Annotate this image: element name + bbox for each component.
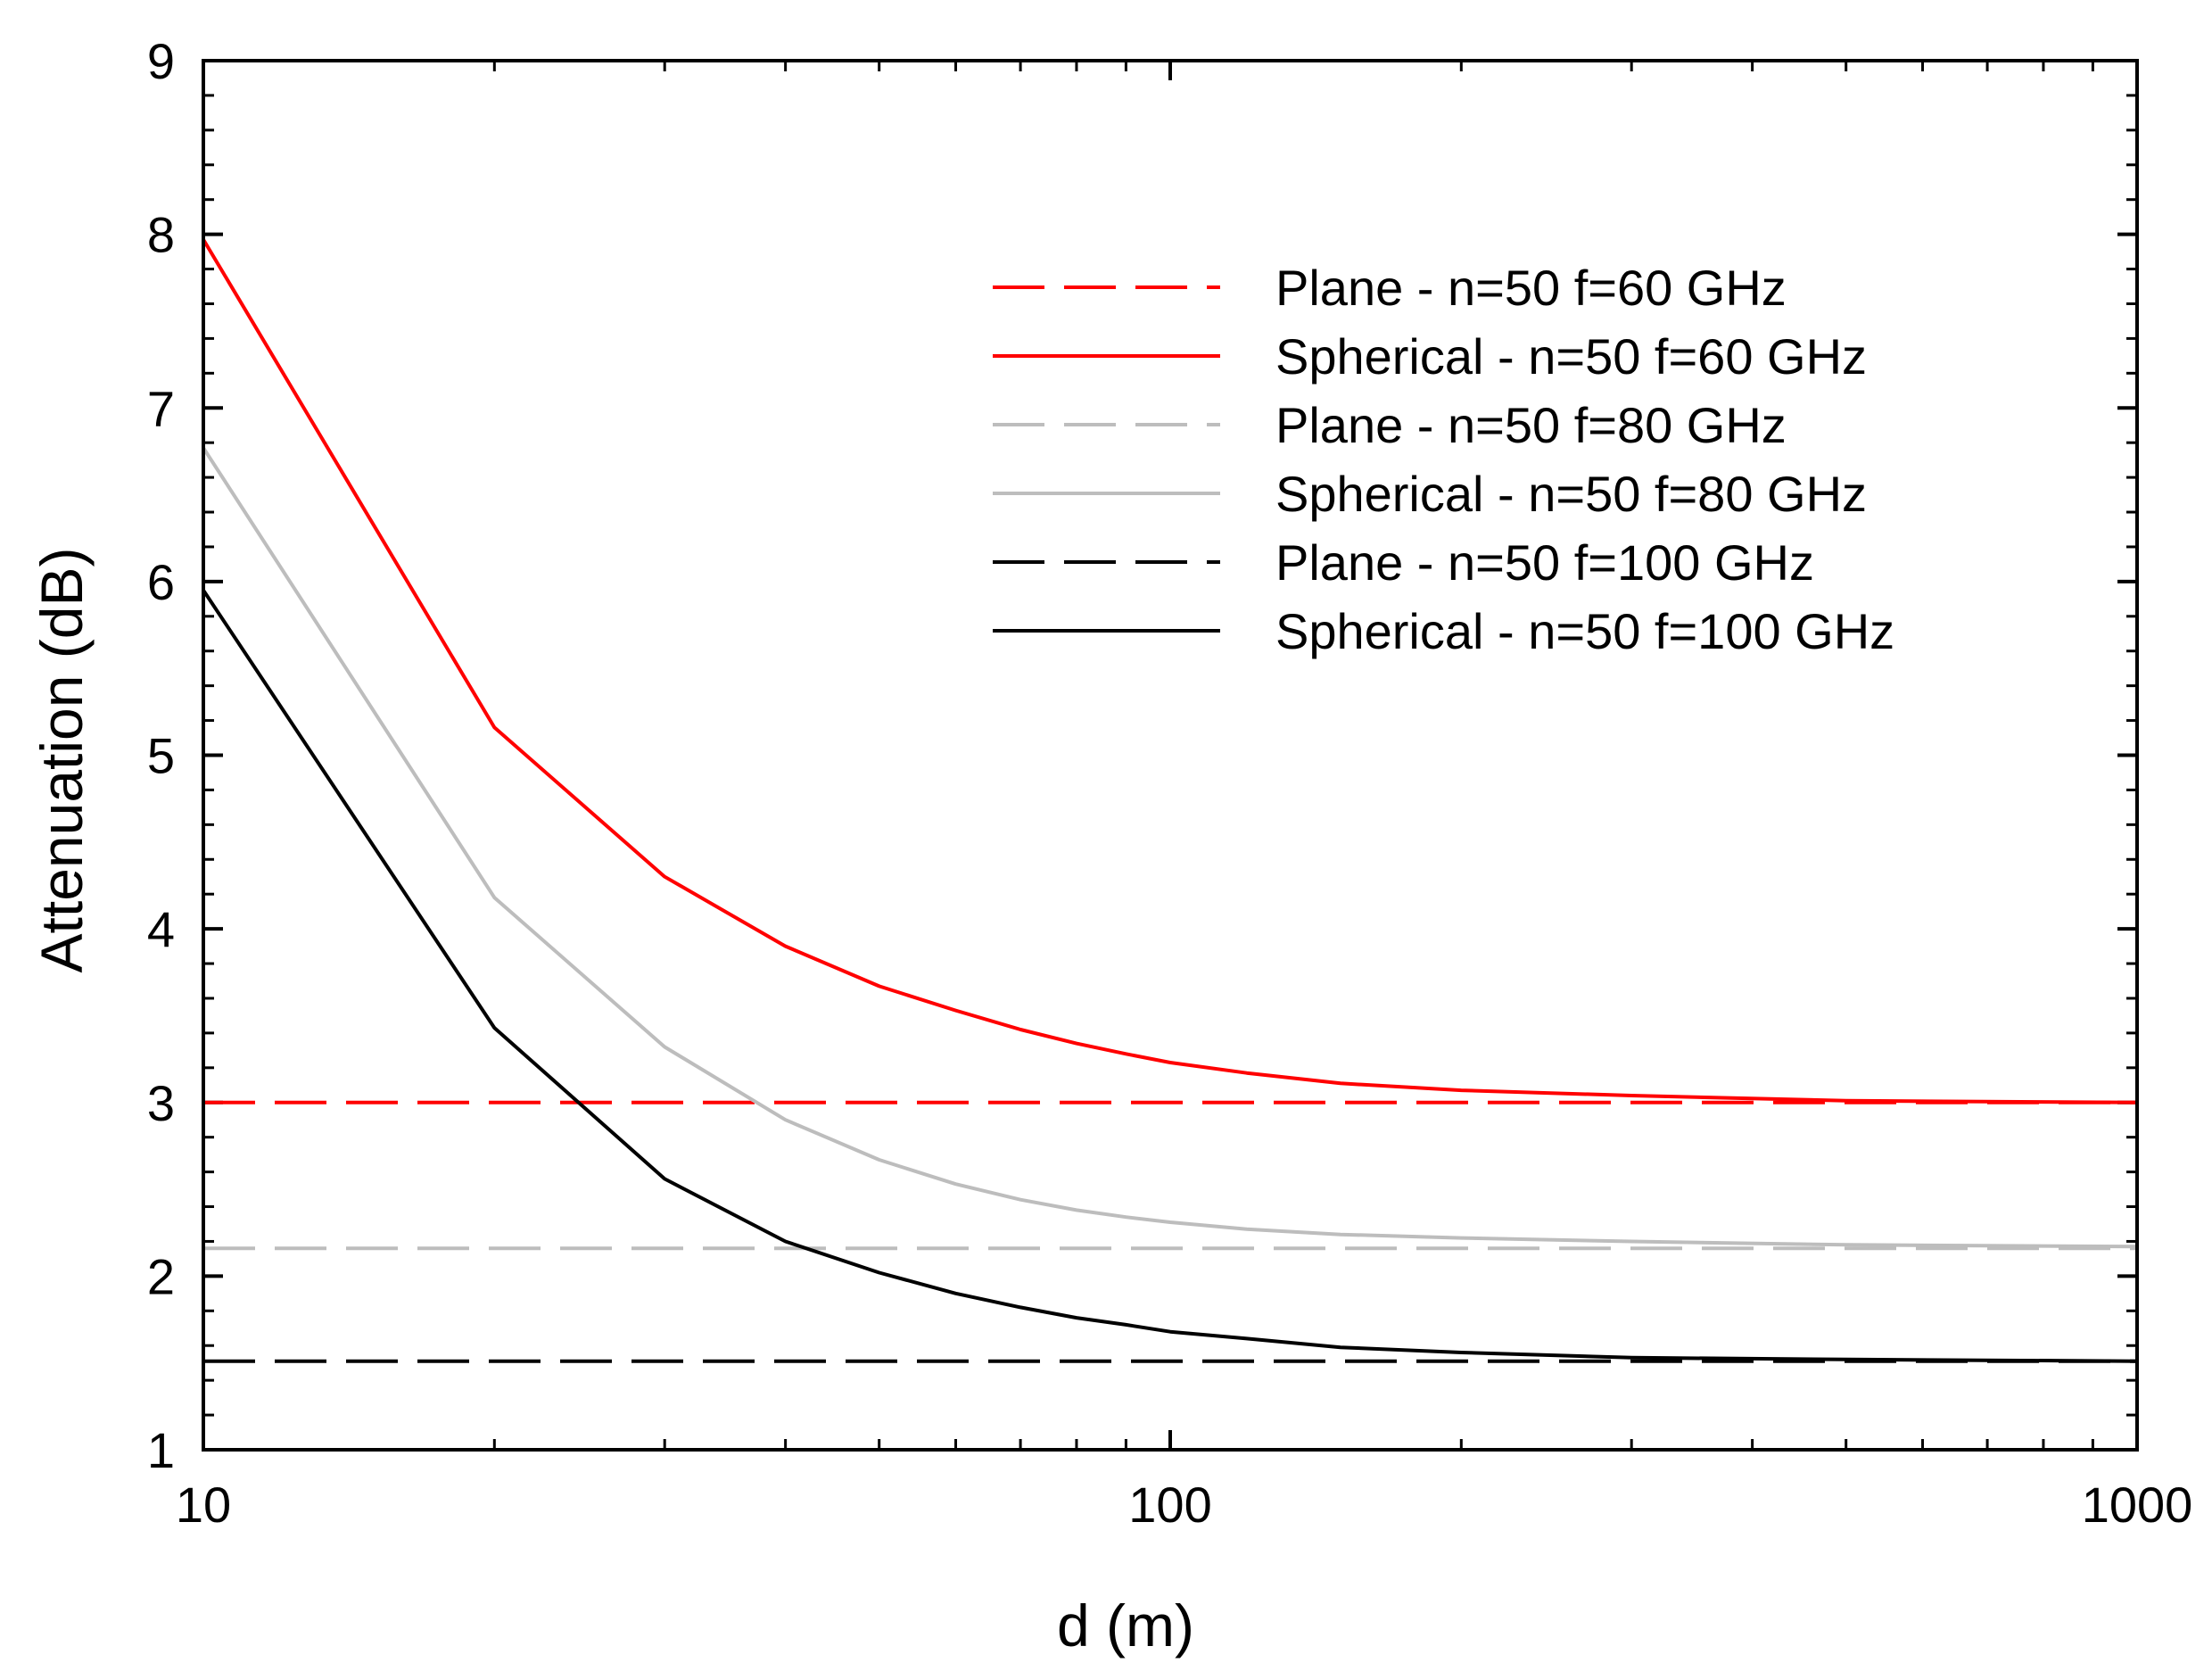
series-line-spherical-n-50-f-80-ghz [203, 446, 2137, 1249]
major-ticks [202, 59, 2139, 1452]
y-tick-label: 6 [147, 554, 175, 610]
x-tick-labels: 10 100 1000 [176, 1477, 2192, 1533]
y-tick-label: 8 [147, 207, 175, 263]
legend-label: Plane - n=50 f=60 GHz [1275, 260, 1787, 316]
legend-label: Spherical - n=50 f=60 GHz [1275, 328, 1867, 385]
y-tick-label: 5 [147, 728, 175, 784]
y-axis-title: Attenuation (dB) [29, 548, 95, 973]
legend-label: Plane - n=50 f=100 GHz [1275, 534, 1814, 591]
series-line-spherical-n-50-f-60-ghz [203, 238, 2137, 1104]
legend: Plane - n=50 f=60 GHz Spherical - n=50 f=… [993, 260, 1894, 659]
series-layer [203, 238, 2137, 1363]
x-tick-label: 10 [176, 1477, 231, 1533]
y-tick-label: 3 [147, 1075, 175, 1131]
y-tick-label: 7 [147, 380, 175, 436]
minor-ticks [203, 61, 2137, 1450]
plot-frame [202, 59, 2139, 1452]
y-tick-label: 1 [147, 1422, 175, 1478]
x-tick-label: 1000 [2082, 1477, 2193, 1533]
legend-label: Spherical - n=50 f=100 GHz [1275, 603, 1894, 659]
y-tick-labels: 1 2 3 4 5 6 7 8 9 [147, 33, 175, 1478]
y-tick-label: 2 [147, 1248, 175, 1304]
y-tick-label: 9 [147, 33, 175, 89]
y-tick-label: 4 [147, 901, 175, 957]
legend-label: Spherical - n=50 f=80 GHz [1275, 466, 1867, 522]
x-tick-label: 100 [1128, 1477, 1211, 1533]
x-axis-title: d (m) [1057, 1592, 1194, 1659]
series-line-spherical-n-50-f-100-ghz [203, 589, 2137, 1363]
legend-label: Plane - n=50 f=80 GHz [1275, 397, 1787, 453]
